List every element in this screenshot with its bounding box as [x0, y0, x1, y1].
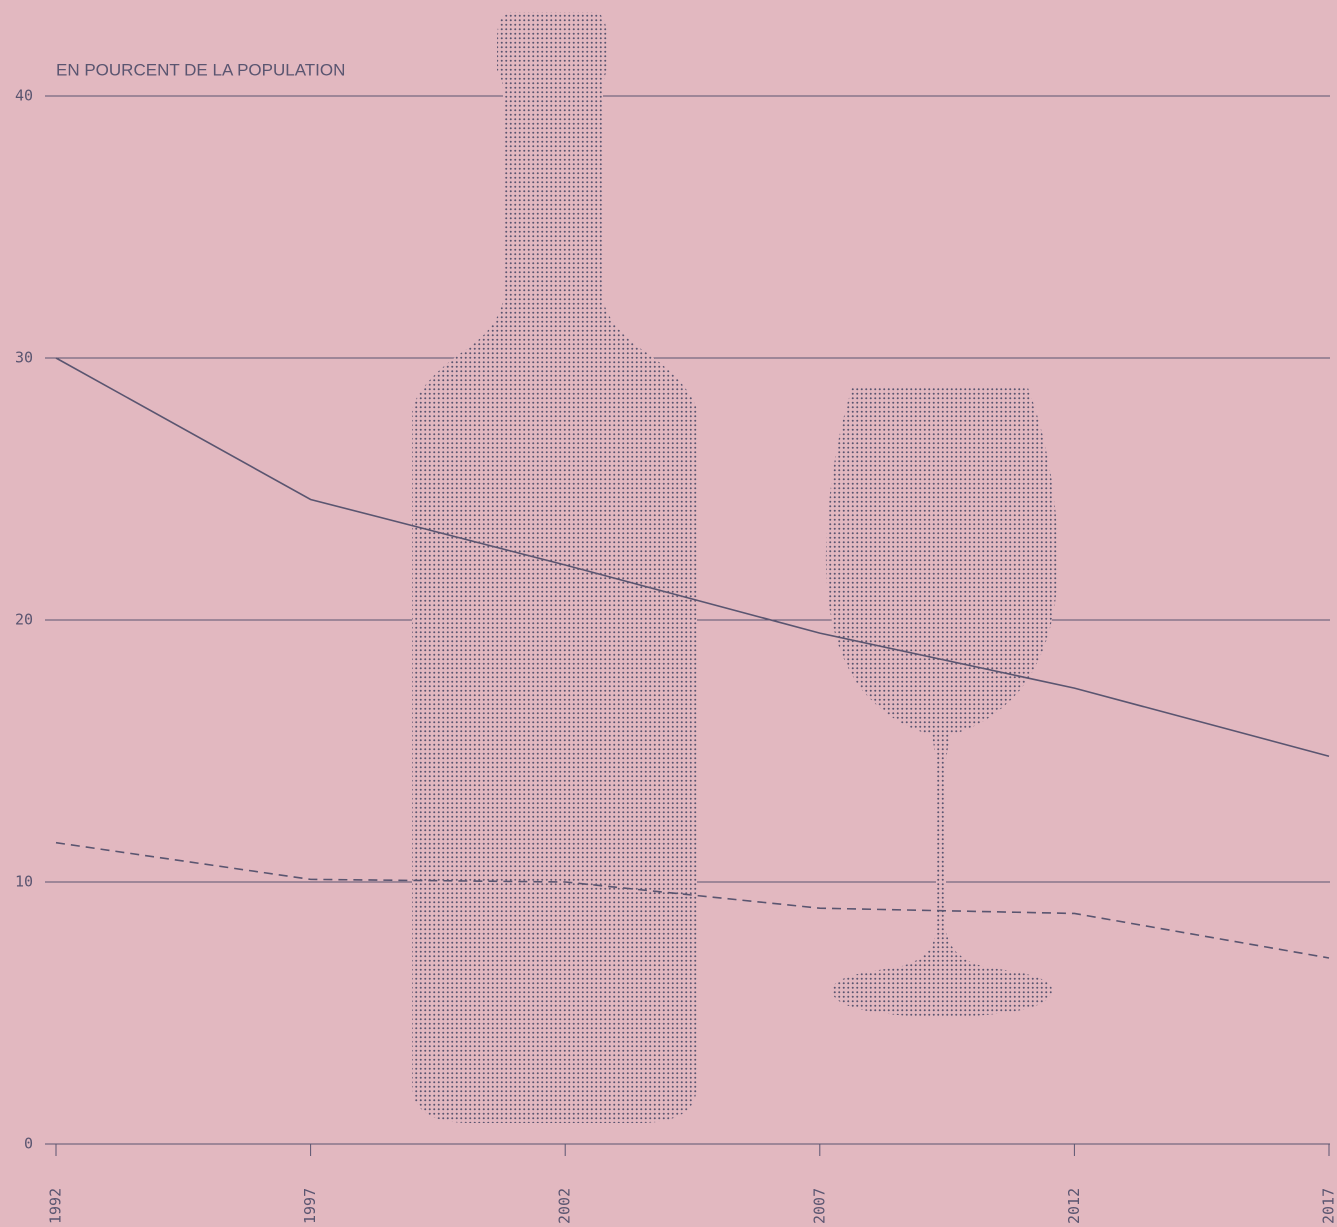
y-tick-label: 20 [15, 611, 33, 629]
grid: 0 10 20 30 40 1992 1997 2002 2007 2012 2017 [15, 87, 1337, 1225]
x-tick-label: 2017 [1320, 1188, 1337, 1224]
plot [55, 357, 1330, 959]
x-tick-label: 2012 [1065, 1188, 1083, 1224]
y-tick-label: 0 [24, 1135, 33, 1153]
axis-label: EN POURCENT DE LA POPULATION [56, 60, 345, 79]
bottle-illustration [412, 12, 697, 1123]
x-tick-label: 1997 [301, 1188, 319, 1224]
y-tick-label: 40 [15, 87, 33, 105]
series-line [55, 841, 1330, 959]
x-tick-label: 1992 [47, 1188, 65, 1224]
series-line [55, 357, 1330, 758]
x-tick-label: 2002 [556, 1188, 574, 1224]
y-tick-label: 30 [15, 349, 33, 367]
glass-illustration [825, 388, 1059, 1017]
x-tick-label: 2007 [810, 1188, 828, 1224]
y-tick-label: 10 [15, 873, 33, 891]
